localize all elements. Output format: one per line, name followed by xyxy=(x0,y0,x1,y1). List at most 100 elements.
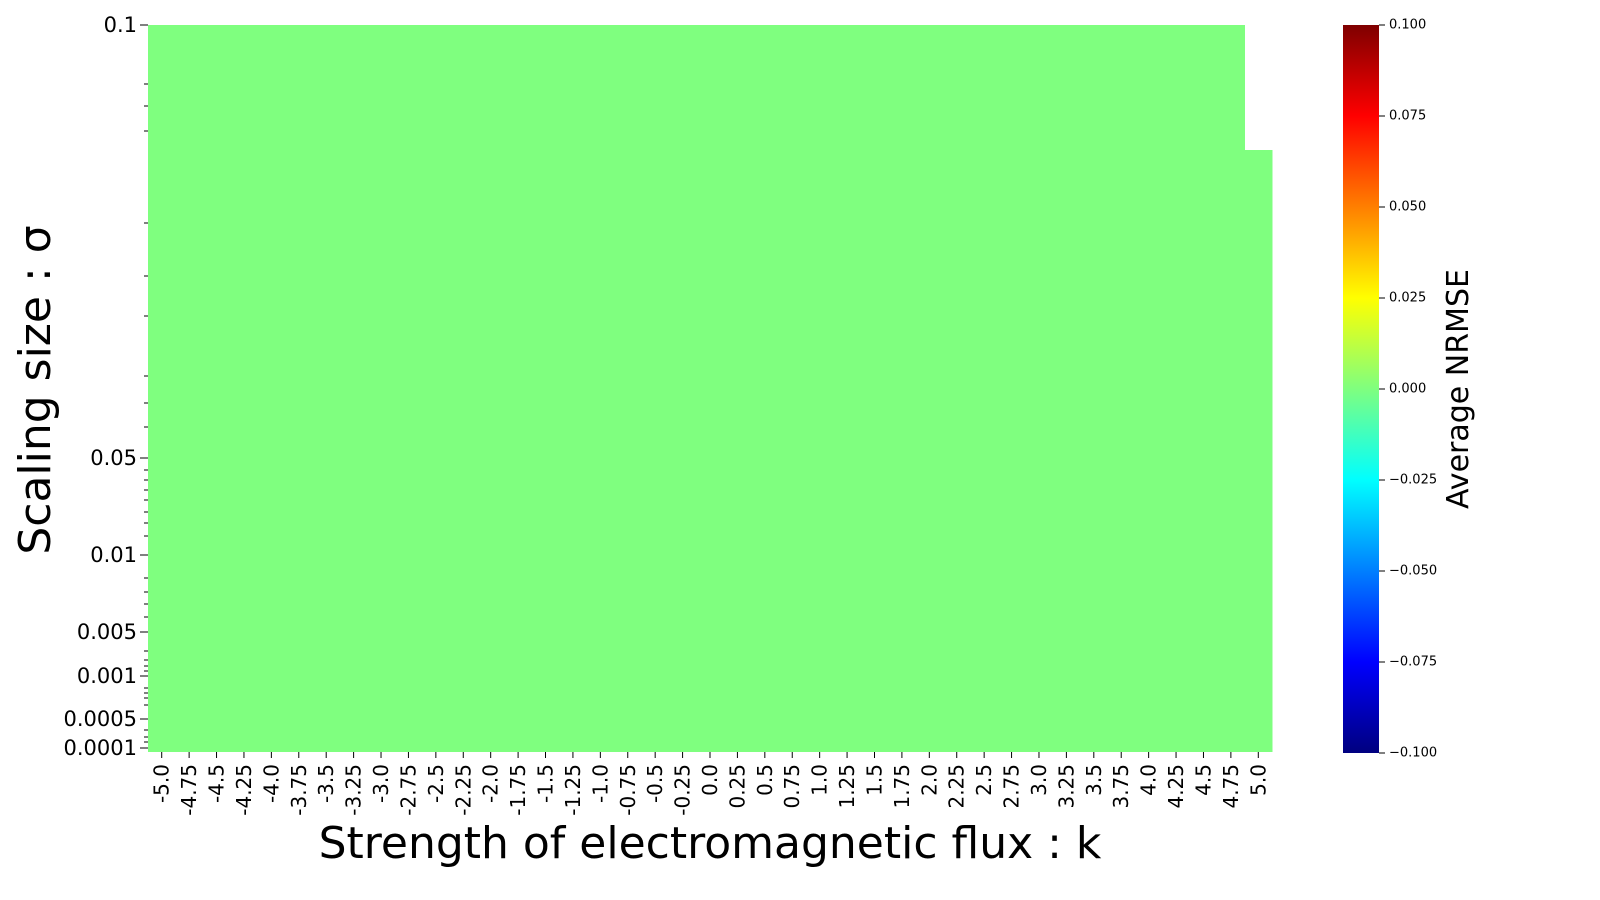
x-tick-label: 3.25 xyxy=(1054,764,1078,809)
y-axis: 0.1 0.05 0.01 0.005 0.001 0.0005 0.0001 xyxy=(64,13,148,760)
heatmap-column xyxy=(476,25,505,752)
y-tick-label: 0.0001 xyxy=(64,736,137,760)
heatmap-column xyxy=(1080,25,1109,752)
x-tick-label: -2.25 xyxy=(451,764,475,816)
heatmap-column xyxy=(257,25,286,752)
x-tick-label: 2.0 xyxy=(917,764,941,796)
heatmap-column xyxy=(778,25,807,752)
x-axis: -5.0 -4.75 -4.5 -4.25 -4.0 -3.75 -3.5 -3.25 -3.0… xyxy=(150,752,1270,816)
x-tick-label: -1.0 xyxy=(588,764,612,803)
x-tick-label: -4.5 xyxy=(205,764,229,803)
heatmap-column xyxy=(175,25,204,752)
x-tick-label: -4.75 xyxy=(177,764,201,816)
x-tick-label: 4.0 xyxy=(1137,764,1161,796)
x-tick-label: 1.0 xyxy=(808,764,832,796)
heatmap-column xyxy=(641,25,670,752)
y-tick-label: 0.1 xyxy=(104,13,137,37)
x-tick-label: 5.0 xyxy=(1246,764,1270,796)
heatmap-column xyxy=(531,25,560,752)
heatmap-cells xyxy=(148,25,1273,752)
y-tick-label: 0.05 xyxy=(90,446,137,470)
x-tick-label: 1.5 xyxy=(862,764,886,796)
x-tick-label: -3.25 xyxy=(342,764,366,816)
y-tick-label: 0.001 xyxy=(77,664,137,688)
x-tick-label: -5.0 xyxy=(150,764,174,803)
colorbar-tick-label: −0.075 xyxy=(1389,655,1437,670)
x-tick-label: -0.75 xyxy=(616,764,640,816)
heatmap-column xyxy=(230,25,259,752)
x-tick-label: 0.25 xyxy=(725,764,749,809)
colorbar-tick-label: 0.000 xyxy=(1389,382,1426,397)
heatmap-column xyxy=(614,25,643,752)
heatmap-column xyxy=(1134,25,1163,752)
x-tick-label: 0.0 xyxy=(698,764,722,796)
x-tick-label: -0.5 xyxy=(643,764,667,803)
colorbar-tick-label: 0.025 xyxy=(1389,291,1426,306)
heatmap-column xyxy=(1107,25,1136,752)
x-tick-label: 2.25 xyxy=(945,764,969,809)
heatmap-column xyxy=(888,25,917,752)
colorbar-label: Average NRMSE xyxy=(1441,269,1476,509)
x-tick-label: -1.75 xyxy=(506,764,530,816)
y-axis-label: Scaling size : σ xyxy=(10,225,61,554)
colorbar-tick-label: −0.100 xyxy=(1389,746,1437,761)
heatmap-column xyxy=(148,25,177,752)
x-axis-label: Strength of electromagnetic flux : k xyxy=(319,818,1102,869)
x-tick-label: -0.25 xyxy=(671,764,695,816)
heatmap-column xyxy=(833,25,862,752)
x-tick-label: -2.5 xyxy=(424,764,448,803)
heatmap-column xyxy=(805,25,834,752)
colorbar: 0.100 0.075 0.050 0.025 0.000 −0.025 −0.050 −0.… xyxy=(1343,18,1476,761)
colorbar-tick-label: 0.100 xyxy=(1389,18,1426,33)
heatmap-column xyxy=(1162,25,1191,752)
x-tick-label: 0.75 xyxy=(780,764,804,809)
x-tick-label: -1.25 xyxy=(561,764,585,816)
colorbar-tick-label: 0.075 xyxy=(1389,109,1426,124)
y-tick-label: 0.0005 xyxy=(64,707,137,731)
x-tick-label: 3.0 xyxy=(1027,764,1051,796)
colorbar-tick-label: −0.050 xyxy=(1389,564,1437,579)
heatmap-column xyxy=(449,25,478,752)
x-tick-label: 2.75 xyxy=(1000,764,1024,809)
x-tick-label: 4.5 xyxy=(1191,764,1215,796)
heatmap-column xyxy=(668,25,697,752)
x-tick-label: 3.75 xyxy=(1109,764,1133,809)
x-tick-label: -3.75 xyxy=(287,764,311,816)
heatmap-column xyxy=(970,25,999,752)
colorbar-tick-label: −0.025 xyxy=(1389,473,1437,488)
x-tick-label: 3.5 xyxy=(1082,764,1106,796)
heatmap-column xyxy=(860,25,889,752)
x-tick-label: 1.25 xyxy=(835,764,859,809)
heatmap-column xyxy=(202,25,231,752)
x-tick-label: -2.0 xyxy=(479,764,503,803)
x-tick-label: 2.5 xyxy=(972,764,996,796)
heatmap-column xyxy=(367,25,396,752)
heatmap-column xyxy=(1052,25,1081,752)
heatmap-column xyxy=(1189,25,1218,752)
heatmap-column xyxy=(915,25,944,752)
y-tick-label: 0.005 xyxy=(77,620,137,644)
heatmap-column xyxy=(422,25,451,752)
heatmap-column xyxy=(312,25,341,752)
x-tick-label: 4.25 xyxy=(1164,764,1188,809)
colorbar-gradient xyxy=(1343,25,1379,753)
colorbar-tick-label: 0.050 xyxy=(1389,200,1426,215)
heatmap-column xyxy=(997,25,1026,752)
heatmap-column xyxy=(696,25,725,752)
y-tick-label: 0.01 xyxy=(90,543,137,567)
x-tick-label: -4.0 xyxy=(259,764,283,803)
heatmap-column xyxy=(339,25,368,752)
heatmap-column xyxy=(586,25,615,752)
heatmap-column xyxy=(559,25,588,752)
colorbar-ticks: 0.100 0.075 0.050 0.025 0.000 −0.025 −0.050 −0.… xyxy=(1379,18,1437,761)
heatmap-column xyxy=(751,25,780,752)
heatmap-column xyxy=(943,25,972,752)
x-tick-label: -3.5 xyxy=(314,764,338,803)
x-tick-label: -3.0 xyxy=(369,764,393,803)
heatmap-column xyxy=(504,25,533,752)
heatmap-column xyxy=(394,25,423,752)
heatmap-column xyxy=(723,25,752,752)
heatmap-column xyxy=(1244,150,1273,752)
x-tick-label: -4.25 xyxy=(232,764,256,816)
